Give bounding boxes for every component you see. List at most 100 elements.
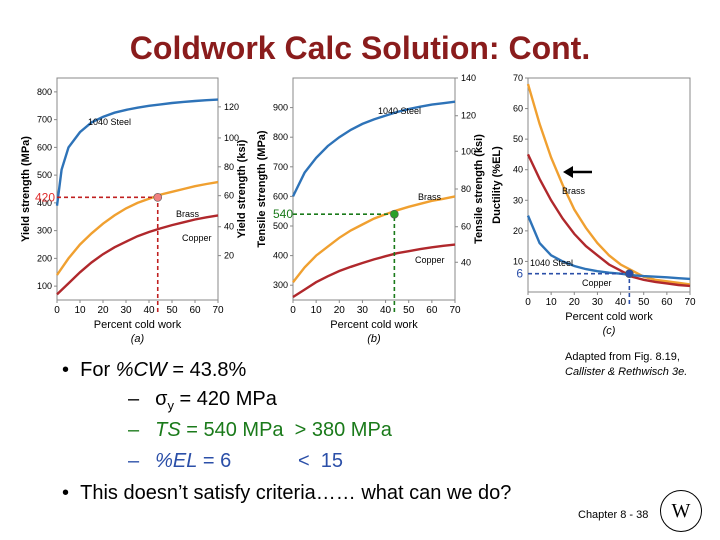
sub-yield-sym: σ — [155, 388, 168, 410]
panel-1-series-copper-label: Copper — [182, 233, 212, 243]
sub-ductility-var: %EL — [155, 450, 198, 472]
sub-yield-subscript: y — [167, 398, 174, 413]
panel-2-marker-annotation: 540 — [273, 207, 293, 221]
sub-ductility: – %EL = 6 < 15 — [128, 450, 343, 473]
sub-ductility-value: = 6 < 15 — [197, 450, 344, 472]
panel-2-series-brass-label: Brass — [418, 192, 442, 202]
panel-2-y2-tick-label: 80 — [461, 184, 471, 194]
sub-tensile: – TS = 540 MPa > 380 MPa — [128, 419, 392, 442]
panel-3-y-tick-label: 30 — [513, 195, 523, 205]
panel-3-series-copper-line — [526, 153, 691, 288]
panel-1-x-axis-label: Percent cold work — [94, 319, 182, 331]
bullet-criteria: • This doesn’t satisfy criteria…… what c… — [62, 482, 512, 504]
panel-2-y2-tick-label: 120 — [461, 111, 476, 121]
panel-3-y-tick-label: 10 — [513, 256, 523, 266]
panel-1-y-tick-label: 700 — [37, 115, 52, 125]
panel-3-x-tick-label: 70 — [684, 297, 696, 308]
panel-3-series-brass-label: Brass — [562, 186, 586, 196]
panel-1-x-tick-label: 20 — [97, 305, 109, 316]
panel-1-y-axis-label: Yield strength (MPa) — [20, 136, 32, 242]
bullet-criteria-text: This doesn’t satisfy criteria…… what can… — [80, 482, 512, 504]
panel-2-y-tick-label: 700 — [273, 162, 288, 172]
panel-3-series-1040-steel-line — [526, 215, 691, 281]
panel-3-y-tick-label: 20 — [513, 226, 523, 236]
panel-1-x-tick-label: 40 — [143, 305, 155, 316]
panel-2-x-axis-label: Percent cold work — [330, 319, 418, 331]
panel-1-y2-tick-label: 120 — [224, 102, 239, 112]
panel-2-y2-tick-label: 60 — [461, 222, 471, 232]
slide-title: Coldwork Calc Solution: Cont. — [129, 30, 591, 66]
panel-2-x-tick-label: 20 — [334, 305, 346, 316]
panel-3-x-tick-label: 40 — [615, 297, 627, 308]
panel-1-y2-tick-label: 60 — [224, 191, 234, 201]
panel-2-series-1040-steel-label: 1040 Steel — [378, 106, 421, 116]
panel-3-marker-point — [625, 269, 634, 278]
bullet-cw: • For %CW = 43.8% — [62, 359, 247, 381]
panel-3-series-brass-line — [526, 83, 691, 286]
panel-1-x-tick-label: 0 — [54, 305, 60, 316]
panel-3-marker-annotation: 6 — [516, 267, 523, 281]
panel-1-y2-tick-label: 100 — [224, 133, 239, 143]
panel-1-series-copper-line — [56, 214, 219, 296]
panel-3-x-tick-label: 0 — [525, 297, 531, 308]
panel-2-x-tick-label: 0 — [290, 305, 296, 316]
panel-3-y-tick-label: 70 — [513, 73, 523, 83]
panel-2-x-tick-label: 70 — [449, 305, 461, 316]
panel-1-x-tick-label: 60 — [189, 305, 201, 316]
bullet-cw-value: = 43.8% — [166, 359, 247, 381]
panel-1-marker-point — [153, 193, 163, 202]
page-footer: Chapter 8 - 38 — [578, 509, 649, 521]
panel-3-y-axis-label: Ductility (%EL) — [491, 146, 503, 224]
sub-tensile-dash: – — [128, 419, 140, 441]
panel-1-series-1040-steel-line — [55, 98, 219, 206]
panel-1-x-tick-label: 50 — [166, 305, 178, 316]
panel-1-series-brass-label: Brass — [176, 209, 200, 219]
panel-2-y-tick-label: 500 — [273, 221, 288, 231]
sub-tensile-var: TS — [155, 419, 181, 441]
panel-3-x-tick-label: 30 — [592, 297, 604, 308]
panel-1-y2-tick-label: 40 — [224, 222, 234, 232]
panel-2-y-tick-label: 800 — [273, 132, 288, 142]
source-line-2: Callister & Rethwisch 3e. — [565, 366, 688, 378]
panel-1-y-tick-label: 500 — [37, 170, 52, 180]
sub-yield: – σy = 420 MPa — [128, 388, 277, 413]
panel-1-y2-tick-label: 80 — [224, 162, 234, 172]
source-line-1: Adapted from Fig. 8.19, — [565, 351, 680, 363]
panel-3-x-tick-label: 50 — [638, 297, 650, 308]
panel-2-x-tick-label: 30 — [357, 305, 369, 316]
panel-1-y-tick-label: 600 — [37, 142, 52, 152]
panel-2-series-copper-line — [292, 243, 456, 299]
bullet-cw-prefix: For — [80, 359, 116, 381]
panel-2-y-tick-label: 900 — [273, 103, 288, 113]
panel-2-y-axis-label: Tensile strength (MPa) — [256, 130, 268, 247]
panel-2-y2-tick-label: 100 — [461, 146, 476, 156]
sub-yield-value: = 420 MPa — [173, 388, 277, 410]
panel-2-plot-frame — [292, 77, 456, 301]
panel-1-y2-tick-label: 20 — [224, 251, 234, 261]
panel-3-series-copper-label: Copper — [582, 278, 612, 288]
panel-2-x-tick-label: 50 — [403, 305, 415, 316]
panel-2-series-1040-steel-line — [291, 100, 456, 197]
panel-3-x-tick-label: 10 — [546, 297, 558, 308]
sub-tensile-value: = 540 MPa > 380 MPa — [180, 419, 392, 441]
panel-1-y-tick-label: 400 — [37, 198, 52, 208]
panel-3-x-tick-label: 20 — [569, 297, 581, 308]
panel-2-y-tick-label: 300 — [273, 280, 288, 290]
panel-3-series-1040-steel-label: 1040 Steel — [530, 258, 573, 268]
panel-1-series-1040-steel-label: 1040 Steel — [88, 117, 131, 127]
panel-1-x-tick-label: 70 — [212, 305, 224, 316]
panel-2-x-tick-label: 60 — [426, 305, 438, 316]
panel-2-x-tick-label: 40 — [380, 305, 392, 316]
sub-yield-dash: – — [128, 388, 140, 410]
bullet-cw-var: %CW — [115, 359, 167, 381]
panel-1-y-tick-label: 800 — [37, 87, 52, 97]
panel-3-arrow-left-icon — [563, 166, 573, 178]
panel-3-y-tick-label: 60 — [513, 104, 523, 114]
panel-2-panel-label: (b) — [367, 333, 381, 345]
panel-2-y2-tick-label: 140 — [461, 73, 476, 83]
panel-1-y-tick-label: 100 — [37, 281, 52, 291]
panel-2-marker-point — [390, 209, 399, 219]
panel-3-y-tick-label: 40 — [513, 165, 523, 175]
panel-3-x-axis-label: Percent cold work — [565, 311, 653, 323]
